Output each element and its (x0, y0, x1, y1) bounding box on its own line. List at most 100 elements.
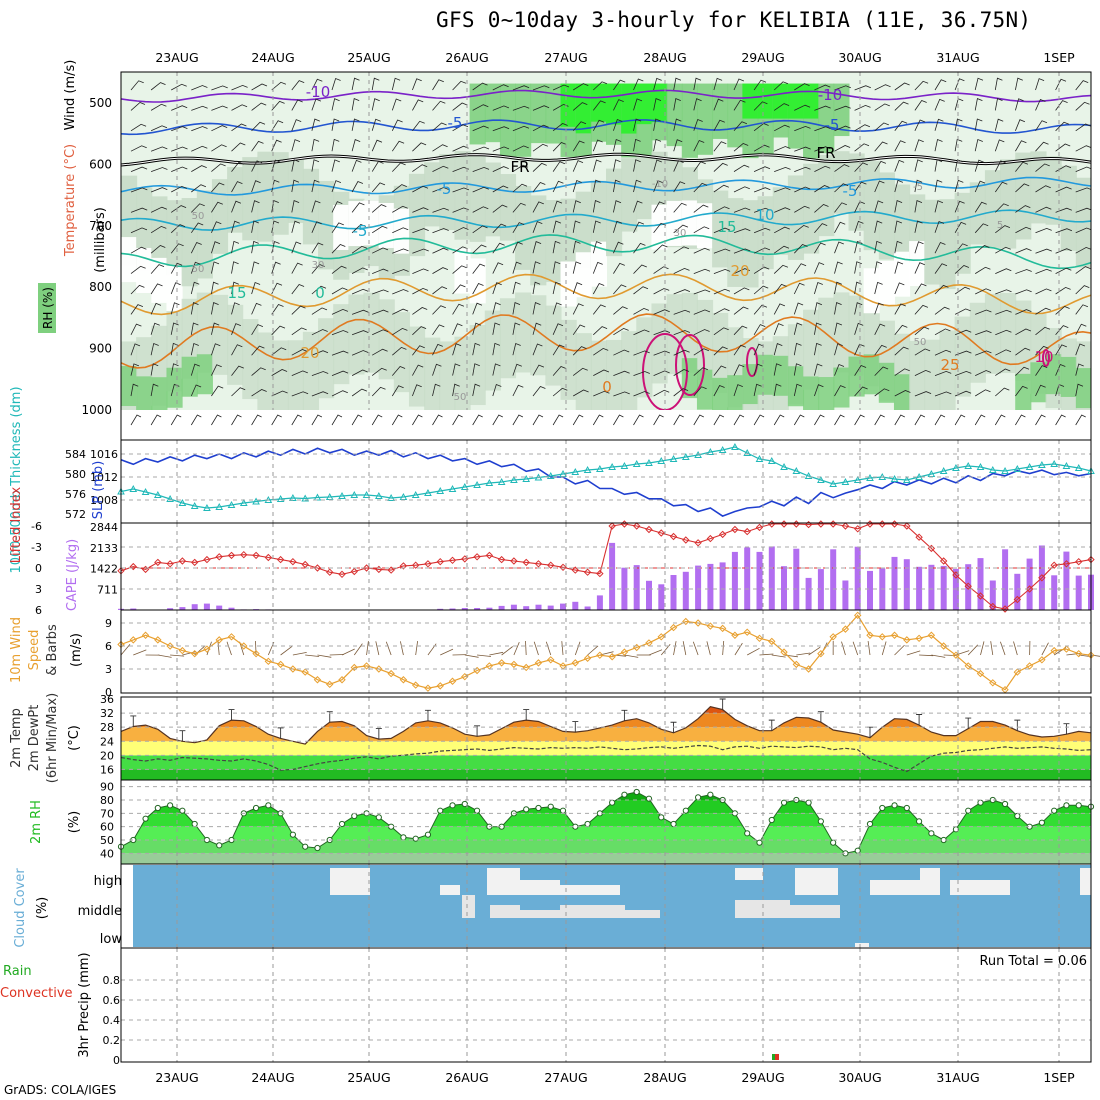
wind-barb (713, 414, 725, 426)
rh-moist (1015, 373, 1032, 410)
wind-barb (1055, 344, 1067, 356)
wind-barb (231, 414, 242, 426)
precip-tick: 0.2 (103, 1034, 121, 1047)
lifted-index-marker (240, 550, 248, 559)
rh-moist (712, 377, 729, 410)
surface-wind-barb (759, 653, 774, 656)
wind-barb (211, 221, 222, 233)
precip-tick: 0 (113, 1054, 120, 1067)
wind-barb (371, 204, 387, 213)
wind-barb (1015, 226, 1032, 234)
wind-barb (653, 287, 670, 295)
date-label-top: 24AUG (251, 50, 294, 65)
thickness-marker (755, 454, 764, 462)
contour-label: 30 (312, 260, 325, 271)
wind-barb (914, 348, 931, 356)
date-label-bottom: 28AUG (643, 1070, 686, 1085)
rh-shade (1030, 151, 1047, 224)
rh-marker (535, 804, 542, 812)
wind-barb (271, 200, 279, 213)
thickness-marker (411, 490, 420, 498)
wind-barb (191, 184, 207, 193)
wind-barb (492, 363, 501, 376)
wind-barb (894, 282, 905, 295)
wind-barb (552, 200, 563, 213)
rh-marker (559, 807, 567, 814)
temp-max-whisker (719, 698, 726, 710)
wind-barb (331, 308, 349, 315)
wind-barb (311, 98, 322, 111)
rh-shade (196, 292, 213, 373)
wind-barb (713, 268, 731, 274)
thickness-marker (596, 464, 604, 472)
cape-bar (1014, 573, 1021, 610)
rh-marker (658, 814, 665, 821)
wind-barb (774, 146, 791, 152)
wind-barb (472, 342, 481, 356)
cape-bar (633, 565, 640, 610)
lifted-index-marker (203, 555, 211, 564)
wind-speed-marker (780, 648, 788, 656)
cape-bar (203, 603, 210, 610)
contour-label: 20 (300, 344, 319, 362)
rh-moist (1075, 368, 1091, 409)
contour-label: -10 (818, 86, 843, 104)
isotherm-25 (121, 313, 1091, 369)
wind-barb (452, 383, 460, 397)
wind-barb (854, 302, 863, 315)
rh-marker (302, 843, 309, 850)
wind-barb (995, 309, 1012, 315)
rh-moist (848, 356, 865, 397)
wind-speed-marker (436, 682, 444, 690)
wind-speed-marker (178, 646, 187, 655)
wind-barb (351, 77, 360, 91)
wind-barb (774, 226, 790, 234)
surface-wind-barb (427, 643, 437, 656)
rh-shade (636, 152, 653, 220)
rh-marker (547, 803, 554, 810)
wind-barb (593, 369, 610, 376)
wind-barb (130, 343, 141, 356)
wind-barb (693, 329, 710, 336)
run-total-label: Run Total = 0.06 (979, 954, 1087, 969)
wind-barb (914, 80, 929, 91)
wind-barb (231, 142, 246, 152)
wind-barb (371, 77, 380, 91)
wind-barb (291, 99, 303, 111)
temp-max-whisker (277, 727, 284, 739)
wind-barb (351, 288, 369, 295)
rh-very-moist (651, 83, 668, 123)
wind-barb (834, 183, 849, 193)
wind-barb (191, 145, 208, 152)
rh-marker (903, 804, 910, 812)
wind-barb (231, 123, 247, 132)
temp-max-whisker (1063, 723, 1070, 735)
wind-barb (1035, 414, 1046, 426)
wind-barb (995, 225, 1011, 234)
wind-barb (150, 206, 168, 213)
wind-barb (231, 240, 240, 254)
wind-barb (613, 79, 626, 91)
wind-barb (613, 138, 622, 152)
temp-max-whisker (1014, 719, 1021, 731)
thickness-marker (1062, 461, 1071, 469)
wind-barb (633, 307, 650, 315)
wind-barb (432, 363, 442, 376)
date-label-top: 30AUG (838, 50, 881, 65)
rh-marker (609, 799, 616, 806)
wind-barb (1035, 185, 1051, 193)
wind-barb (954, 78, 965, 91)
lifted-index-marker (682, 536, 690, 544)
wind-barb (311, 200, 321, 213)
wind-barb (814, 146, 831, 152)
surface-wind-barb (722, 640, 725, 656)
wind-barb (291, 284, 305, 295)
wind-barb (894, 159, 905, 172)
rh-shade (818, 154, 835, 237)
rh-shade (454, 336, 471, 410)
cape-bar (1051, 575, 1058, 610)
wind-barb (773, 363, 782, 376)
contour-label: FR (816, 144, 835, 162)
wind-speed-marker (350, 663, 358, 672)
rh-marker (314, 844, 321, 852)
